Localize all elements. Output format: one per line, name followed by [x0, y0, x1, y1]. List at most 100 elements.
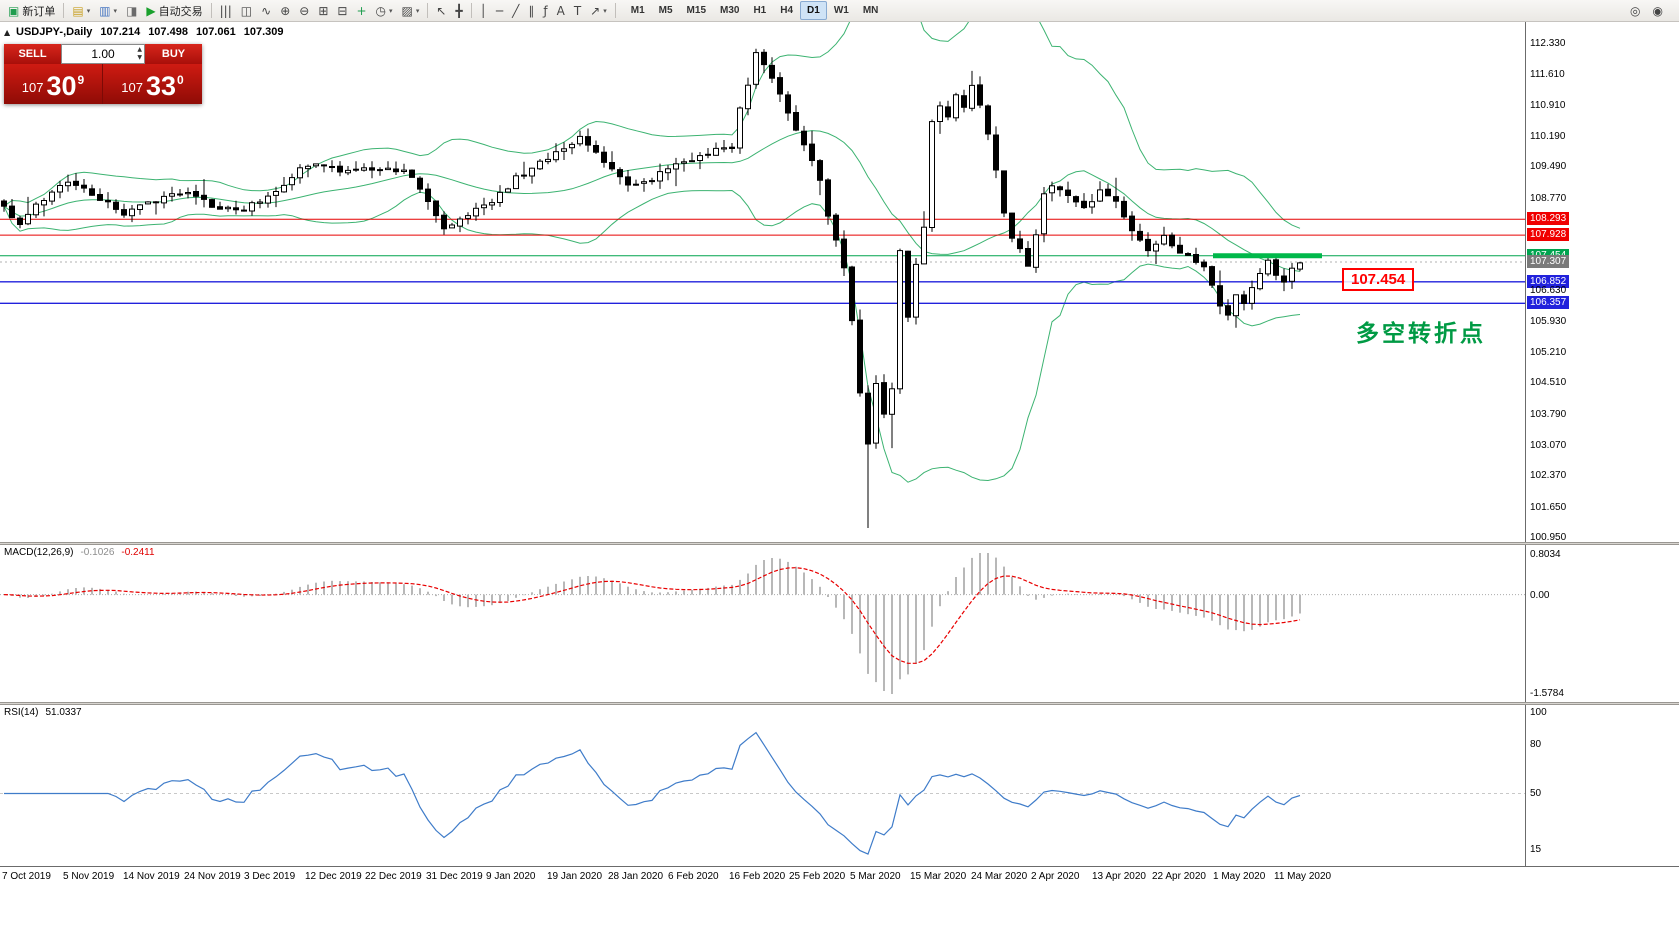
- rsi-canvas[interactable]: [0, 705, 1525, 866]
- pane-splitter[interactable]: [0, 702, 1679, 705]
- templates-button[interactable]: ▨ ▾: [398, 1, 424, 21]
- line-chart-icon: ∿: [261, 3, 272, 18]
- new-chart-button[interactable]: ▤ ▾: [68, 1, 94, 21]
- timeframe-m15-button[interactable]: M15: [686, 5, 706, 16]
- indicator-axis-label: 50: [1530, 788, 1542, 799]
- volume-down-icon[interactable]: ▼: [137, 54, 142, 61]
- price-axis-label: 112.330: [1530, 38, 1566, 49]
- indicators-button[interactable]: +: [352, 1, 370, 21]
- turning-point-note[interactable]: 多空转折点: [1356, 320, 1486, 346]
- autotrading-button[interactable]: ▶ 自动交易: [142, 1, 206, 21]
- trendline-button[interactable]: ╱: [508, 1, 523, 21]
- search-icon: ◎: [1630, 3, 1641, 18]
- vertical-line-button[interactable]: │: [476, 1, 491, 21]
- text-icon: A: [556, 3, 565, 18]
- trendline-icon: ╱: [512, 3, 520, 18]
- candle-chart-button[interactable]: ◫: [237, 1, 256, 21]
- tile-windows-icon: ⊟: [337, 3, 348, 18]
- zoom-out-icon: ⊖: [299, 3, 310, 18]
- price-axis-label: 102.370: [1530, 470, 1567, 481]
- price-axis-label: 103.070: [1530, 440, 1567, 451]
- price-chart-canvas[interactable]: [0, 22, 1525, 542]
- time-axis-label: 14 Nov 2019: [123, 871, 180, 882]
- price-annotation-label[interactable]: 107.454: [1342, 268, 1415, 291]
- macd-pane[interactable]: MACD(12,26,9) -0.1026 -0.2411: [0, 545, 1525, 702]
- timeframe-switcher: M1 M5 M15 M30 H1 H4 D1 W1 MN: [624, 1, 886, 20]
- timeframe-m5-button[interactable]: M5: [658, 5, 673, 16]
- buy-price-button[interactable]: 107 33 0: [103, 64, 202, 104]
- fibonacci-button[interactable]: ƒ: [539, 1, 551, 21]
- time-axis-label: 28 Jan 2020: [608, 871, 664, 882]
- indicator-axis-label: 0.8034: [1530, 549, 1561, 560]
- timeframe-h1-button[interactable]: H1: [753, 5, 767, 16]
- time-axis[interactable]: 7 Oct 2019 5 Nov 2019 14 Nov 2019 24 Nov 20…: [0, 866, 1679, 888]
- arrows-icon: ↗: [590, 3, 601, 18]
- main-toolbar: ▣ 新订单 ▤ ▾ ▥ ▾ ◨ ▶ 自动交易 ||| ◫ ∿ ⊕ ⊖ ⊞ ⊟ + ◷ ▾ ▨ ▾ ↖ ╋ │ ─ ╱ ∥ ƒ A T ↗ ▾ M…: [0, 0, 1679, 22]
- sell-button[interactable]: SELL: [4, 44, 61, 64]
- oneclick-collapse-icon[interactable]: ▲: [4, 28, 11, 37]
- search-button[interactable]: ◎: [1626, 1, 1644, 21]
- new-chart-icon: ▤: [72, 3, 84, 18]
- grid-button[interactable]: ⊞: [314, 1, 332, 21]
- pane-splitter[interactable]: [0, 542, 1679, 545]
- line-chart-button[interactable]: ∿: [257, 1, 275, 21]
- time-axis-label: 2 Apr 2020: [1031, 871, 1080, 882]
- timeframe-mn-button[interactable]: MN: [862, 5, 879, 16]
- buy-button[interactable]: BUY: [145, 44, 202, 64]
- cursor-button[interactable]: ↖: [432, 1, 450, 21]
- time-axis-label: 15 Mar 2020: [910, 871, 967, 882]
- new-order-icon: ▣: [8, 3, 20, 18]
- text-button[interactable]: A: [553, 1, 569, 21]
- horizontal-line-button[interactable]: ─: [492, 1, 507, 21]
- price-tag: 108.293: [1527, 212, 1570, 225]
- rsi-title: RSI(14) 51.0337: [4, 707, 82, 718]
- macd-main-value: -0.1026: [80, 547, 115, 558]
- timeframe-m1-button[interactable]: M1: [630, 5, 645, 16]
- timeframe-m30-button[interactable]: M30: [720, 5, 740, 16]
- time-axis-label: 1 May 2020: [1213, 871, 1266, 882]
- text-label-button[interactable]: T: [570, 1, 585, 21]
- new-order-button[interactable]: ▣ 新订单: [4, 1, 59, 21]
- time-axis-label: 24 Nov 2019: [184, 871, 241, 882]
- text-label-icon: T: [573, 3, 582, 18]
- timeframe-d1-button[interactable]: D1: [800, 1, 827, 20]
- time-axis-label: 22 Dec 2019: [365, 871, 422, 882]
- price-axis[interactable]: 112.330 111.610 110.910 110.190 109.490 108.7…: [1525, 22, 1679, 866]
- sell-price-whole: 107: [21, 80, 44, 95]
- time-axis-label: 5 Nov 2019: [63, 871, 115, 882]
- channel-icon: ∥: [528, 3, 535, 18]
- data-window-button[interactable]: ◨: [122, 1, 141, 21]
- price-axis-label: 104.510: [1530, 377, 1567, 388]
- profiles-button[interactable]: ▥ ▾: [95, 1, 121, 21]
- new-order-label: 新订单: [22, 5, 56, 18]
- horizontal-line-icon: ─: [495, 3, 504, 18]
- candle-chart-icon: ◫: [240, 3, 253, 18]
- volume-up-icon[interactable]: ▲: [137, 46, 142, 53]
- crosshair-button[interactable]: ╋: [451, 1, 466, 21]
- periods-button[interactable]: ◷ ▾: [372, 1, 397, 21]
- toolbar-right-group: ◎ ◉: [1626, 1, 1675, 21]
- price-axis-label: 101.650: [1530, 502, 1567, 513]
- buy-price-pips: 33: [145, 71, 177, 101]
- macd-title: MACD(12,26,9) -0.1026 -0.2411: [4, 547, 155, 558]
- bar-chart-button[interactable]: |||: [216, 1, 236, 21]
- arrows-button[interactable]: ↗ ▾: [586, 1, 611, 21]
- grid-icon: ⊞: [318, 3, 329, 18]
- price-axis-label: 108.770: [1530, 193, 1567, 204]
- timeframe-h4-button[interactable]: H4: [780, 5, 794, 16]
- fibonacci-icon: ƒ: [543, 3, 548, 18]
- volume-spinner: ▲ ▼: [137, 46, 142, 62]
- tile-windows-button[interactable]: ⊟: [333, 1, 351, 21]
- price-pane[interactable]: ▲ USDJPY-,Daily 107.214 107.498 107.061 …: [0, 22, 1525, 542]
- indicator-axis-label: 80: [1530, 739, 1542, 750]
- community-button[interactable]: ◉: [1649, 1, 1667, 21]
- timeframe-w1-button[interactable]: W1: [833, 5, 849, 16]
- zoom-in-button[interactable]: ⊕: [276, 1, 294, 21]
- rsi-pane[interactable]: RSI(14) 51.0337: [0, 705, 1525, 866]
- sell-price-button[interactable]: 107 30 9: [4, 64, 103, 104]
- macd-canvas[interactable]: [0, 545, 1525, 702]
- channel-button[interactable]: ∥: [524, 1, 538, 21]
- volume-input[interactable]: 1.00 ▲ ▼: [61, 44, 145, 64]
- macd-signal-value: -0.2411: [121, 547, 155, 558]
- zoom-out-button[interactable]: ⊖: [295, 1, 313, 21]
